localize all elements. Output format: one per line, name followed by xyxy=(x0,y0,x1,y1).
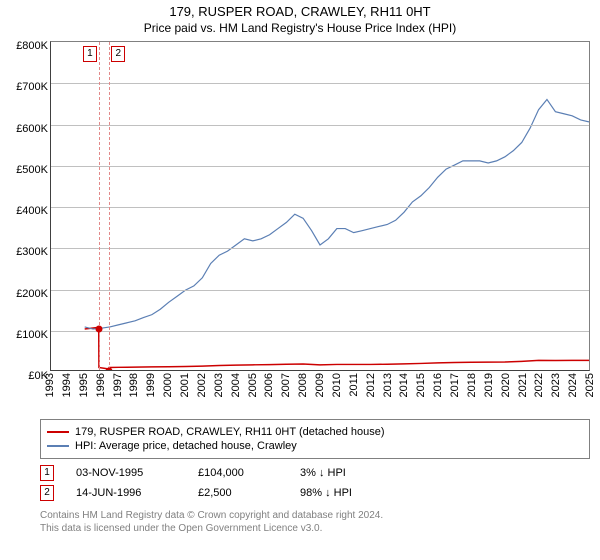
x-axis-tick-label: 2004 xyxy=(230,373,242,397)
legend-label: HPI: Average price, detached house, Craw… xyxy=(75,440,297,452)
chart-gridline xyxy=(51,331,589,332)
sale-pct-vs-hpi: 3% ↓ HPI xyxy=(300,467,400,479)
chart-series-svg xyxy=(51,42,589,370)
x-axis-tick-label: 2024 xyxy=(567,373,579,397)
x-axis-tick-label: 2009 xyxy=(314,373,326,397)
x-axis-tick-label: 2008 xyxy=(297,373,309,397)
x-axis-tick-label: 2005 xyxy=(247,373,259,397)
sales-table: 1 03-NOV-1995 £104,000 3% ↓ HPI 2 14-JUN-1996… xyxy=(40,465,590,501)
x-axis-tick-label: 2003 xyxy=(213,373,225,397)
x-axis-tick-label: 2019 xyxy=(483,373,495,397)
chart-gridline xyxy=(51,83,589,84)
x-axis-tick-label: 1994 xyxy=(61,373,73,397)
y-axis-tick-label: £600K xyxy=(4,123,48,135)
chart-title-block: 179, RUSPER ROAD, CRAWLEY, RH11 0HT Pric… xyxy=(0,0,600,35)
legend-swatch xyxy=(47,445,69,447)
y-axis-tick-label: £400K xyxy=(4,205,48,217)
sale-index-box: 2 xyxy=(40,485,54,501)
x-axis-tick-label: 2006 xyxy=(263,373,275,397)
x-axis-tick-label: 2007 xyxy=(280,373,292,397)
sales-row: 1 03-NOV-1995 £104,000 3% ↓ HPI xyxy=(40,465,590,481)
chart-legend: 179, RUSPER ROAD, CRAWLEY, RH11 0HT (det… xyxy=(40,419,590,459)
chart-plot-area: 12 xyxy=(50,41,590,371)
x-axis-tick-label: 2010 xyxy=(331,373,343,397)
chart-gridline xyxy=(51,248,589,249)
sale-date: 14-JUN-1996 xyxy=(76,487,176,499)
x-axis-tick-label: 2000 xyxy=(162,373,174,397)
sale-index-box: 1 xyxy=(40,465,54,481)
sale-pct-vs-hpi: 98% ↓ HPI xyxy=(300,487,400,499)
footer-line-1: Contains HM Land Registry data © Crown c… xyxy=(40,509,590,522)
x-axis-tick-label: 1996 xyxy=(95,373,107,397)
x-axis-tick-label: 2001 xyxy=(179,373,191,397)
y-axis-tick-label: £800K xyxy=(4,40,48,52)
x-axis-tick-label: 1998 xyxy=(128,373,140,397)
y-axis-tick-label: £200K xyxy=(4,288,48,300)
x-axis-tick-label: 2013 xyxy=(382,373,394,397)
x-axis-tick-label: 2016 xyxy=(432,373,444,397)
sale-marker-label: 2 xyxy=(111,46,125,62)
chart-title: 179, RUSPER ROAD, CRAWLEY, RH11 0HT xyxy=(0,4,600,19)
legend-label: 179, RUSPER ROAD, CRAWLEY, RH11 0HT (det… xyxy=(75,426,385,438)
x-axis-tick-label: 2022 xyxy=(533,373,545,397)
legend-swatch xyxy=(47,431,69,433)
sale-price: £2,500 xyxy=(198,487,278,499)
x-axis-tick-label: 2020 xyxy=(500,373,512,397)
x-axis-tick-label: 1999 xyxy=(145,373,157,397)
x-axis-tick-label: 2011 xyxy=(348,373,360,397)
sale-marker-line xyxy=(109,42,110,370)
chart-gridline xyxy=(51,125,589,126)
sale-marker-line xyxy=(99,42,100,370)
x-axis-tick-label: 1997 xyxy=(112,373,124,397)
sale-data-point xyxy=(95,326,102,333)
legend-row: 179, RUSPER ROAD, CRAWLEY, RH11 0HT (det… xyxy=(47,426,583,438)
y-axis-tick-label: £0K xyxy=(4,370,48,382)
series-price_paid xyxy=(85,327,589,369)
sales-row: 2 14-JUN-1996 £2,500 98% ↓ HPI xyxy=(40,485,590,501)
x-axis-tick-label: 2012 xyxy=(365,373,377,397)
sale-date: 03-NOV-1995 xyxy=(76,467,176,479)
x-axis-tick-label: 2021 xyxy=(517,373,529,397)
chart-gridline xyxy=(51,290,589,291)
x-axis-tick-label: 2014 xyxy=(398,373,410,397)
x-axis-tick-label: 1995 xyxy=(78,373,90,397)
y-axis-tick-label: £500K xyxy=(4,164,48,176)
chart-x-axis: 1993199419951996199719981999200020012002… xyxy=(50,371,590,413)
sale-marker-label: 1 xyxy=(83,46,97,62)
legend-row: HPI: Average price, detached house, Craw… xyxy=(47,440,583,452)
y-axis-tick-label: £100K xyxy=(4,329,48,341)
x-axis-tick-label: 2018 xyxy=(466,373,478,397)
series-hpi xyxy=(85,99,589,329)
x-axis-tick-label: 2017 xyxy=(449,373,461,397)
x-axis-tick-label: 2002 xyxy=(196,373,208,397)
chart-footer: Contains HM Land Registry data © Crown c… xyxy=(40,509,590,535)
x-axis-tick-label: 2023 xyxy=(550,373,562,397)
chart-subtitle: Price paid vs. HM Land Registry's House … xyxy=(0,21,600,35)
footer-line-2: This data is licensed under the Open Gov… xyxy=(40,522,590,535)
x-axis-tick-label: 2025 xyxy=(584,373,596,397)
x-axis-tick-label: 2015 xyxy=(415,373,427,397)
sale-price: £104,000 xyxy=(198,467,278,479)
chart-gridline xyxy=(51,166,589,167)
y-axis-tick-label: £700K xyxy=(4,81,48,93)
y-axis-tick-label: £300K xyxy=(4,246,48,258)
chart-gridline xyxy=(51,207,589,208)
